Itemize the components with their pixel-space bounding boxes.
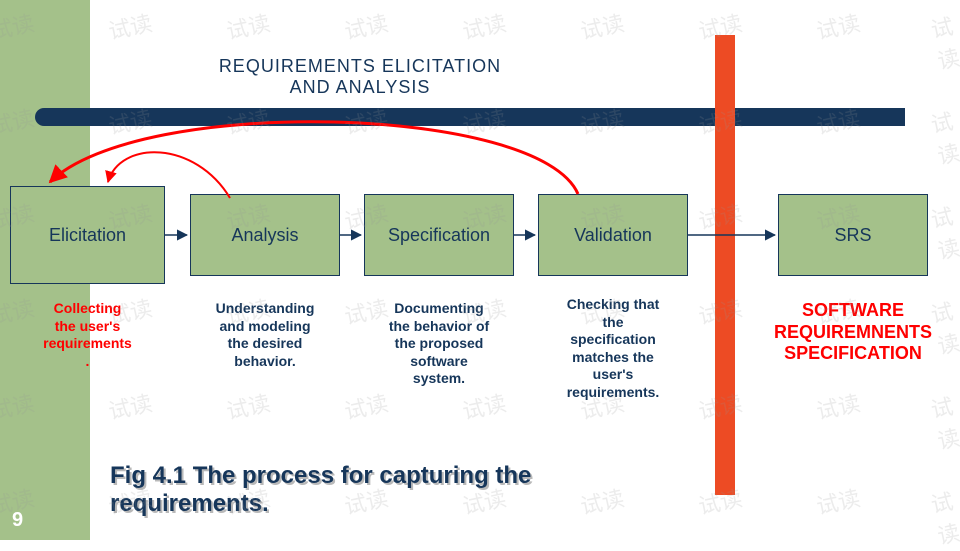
box-specification: Specification [364, 194, 514, 276]
box-validation: Validation [538, 194, 688, 276]
caption-c-analysis: Understandingand modelingthe desiredbeha… [180, 300, 350, 370]
page-number: 9 [12, 509, 23, 532]
vertical-bar [715, 35, 735, 495]
box-elicitation: Elicitation [10, 186, 165, 284]
caption-c-validation: Checking thatthespecificationmatches the… [532, 296, 694, 401]
caption-c-elicitation: Collectingthe user'srequirements. [10, 300, 165, 370]
srs-caption: SOFTWAREREQUIREMNENTSSPECIFICATION [748, 300, 958, 365]
box-srs: SRS [778, 194, 928, 276]
slide-title: REQUIREMENTS ELICITATIONAND ANALYSIS [180, 56, 540, 98]
figure-caption: Fig 4.1 The process for capturing thereq… [110, 462, 531, 518]
caption-c-specification: Documentingthe behavior ofthe proposedso… [358, 300, 520, 388]
box-analysis: Analysis [190, 194, 340, 276]
horizontal-bar [35, 108, 905, 126]
